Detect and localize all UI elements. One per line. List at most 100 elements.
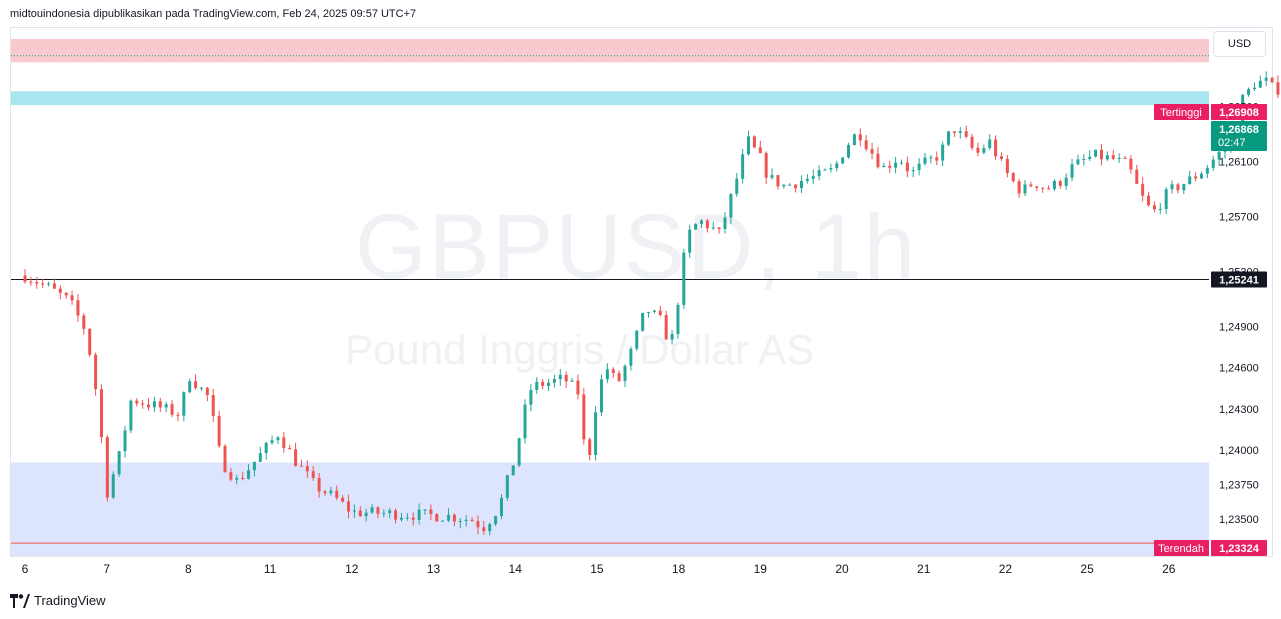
candle-body xyxy=(982,148,986,153)
candle-body xyxy=(705,220,709,229)
candle-body xyxy=(482,527,486,532)
candles xyxy=(23,71,1280,536)
x-tick-label: 14 xyxy=(509,562,523,576)
candle-body xyxy=(623,365,627,381)
candle-body xyxy=(970,136,974,148)
candle-body xyxy=(805,178,809,181)
chart-frame[interactable] xyxy=(10,27,1273,557)
candle-body xyxy=(1164,189,1168,209)
candle-body xyxy=(652,310,656,312)
low-tag-bg xyxy=(1154,540,1209,556)
candle-body xyxy=(923,157,927,164)
candle-body xyxy=(752,136,756,148)
candle-body xyxy=(23,275,27,282)
candle-body xyxy=(205,387,209,396)
candle-body xyxy=(382,513,386,515)
candle-body xyxy=(305,466,309,472)
candle-body xyxy=(641,312,645,331)
candle-body xyxy=(229,472,233,480)
candle-body xyxy=(517,438,521,466)
candle-body xyxy=(135,400,139,404)
high-tag-bg xyxy=(1154,104,1209,120)
candle-body xyxy=(582,394,586,440)
candle-body xyxy=(629,348,633,366)
candle-body xyxy=(1194,176,1198,179)
y-tick-label: 1,26100 xyxy=(1219,156,1259,168)
candle-body xyxy=(888,165,892,168)
candle-body xyxy=(335,490,339,498)
x-tick-label: 18 xyxy=(672,562,686,576)
candle-body xyxy=(235,477,239,480)
candle-body xyxy=(470,519,474,522)
candle-body xyxy=(199,387,203,389)
candle-body xyxy=(311,471,315,478)
candle-body xyxy=(164,404,168,408)
candle-body xyxy=(447,514,451,521)
candle-body xyxy=(947,131,951,145)
x-tick-label: 21 xyxy=(917,562,931,576)
x-tick-label: 22 xyxy=(999,562,1013,576)
y-tick-label: 1,25700 xyxy=(1219,211,1259,223)
candle-body xyxy=(664,315,668,340)
candle-body xyxy=(717,227,721,229)
candle-body xyxy=(547,382,551,386)
candle-body xyxy=(747,136,751,155)
candle-body xyxy=(488,524,492,532)
candle-body xyxy=(452,514,456,522)
candle-body xyxy=(529,389,533,405)
candle-body xyxy=(1076,159,1080,165)
last-price-badge-bg xyxy=(1211,121,1267,151)
candle-body xyxy=(994,139,998,157)
candle-body xyxy=(882,165,886,168)
candle-body xyxy=(823,169,827,171)
candle-body xyxy=(464,519,468,522)
candle-body xyxy=(1141,183,1145,196)
candle-body xyxy=(411,517,415,520)
candle-body xyxy=(658,310,662,316)
currency-button[interactable]: USD xyxy=(1213,31,1266,57)
high-price-badge: 1,26908 xyxy=(1219,107,1259,119)
candle-body xyxy=(605,369,609,380)
candle-body xyxy=(1052,180,1056,190)
candle-body xyxy=(94,354,98,390)
candle-body xyxy=(1188,176,1192,185)
candle-body xyxy=(799,180,803,189)
x-tick-label: 15 xyxy=(590,562,604,576)
candle-body xyxy=(788,184,792,186)
key-level-badge: 1,25241 xyxy=(1219,274,1259,286)
candle-body xyxy=(329,490,333,494)
candle-body xyxy=(1247,89,1251,95)
candle-body xyxy=(241,477,245,479)
candle-body xyxy=(1005,158,1009,174)
candle-body xyxy=(1029,184,1033,187)
candle-body xyxy=(1058,180,1062,186)
candle-body xyxy=(1199,173,1203,179)
candle-body xyxy=(682,252,686,305)
candle-body xyxy=(1182,184,1186,191)
candle-body xyxy=(223,445,227,473)
candle-body xyxy=(252,461,256,471)
candle-body xyxy=(1094,149,1098,157)
candle-body xyxy=(1135,169,1139,184)
candle-body xyxy=(170,404,174,415)
candle-body xyxy=(299,465,303,467)
x-tick-label: 8 xyxy=(185,562,192,576)
candle-body xyxy=(1152,205,1156,210)
x-tick-label: 6 xyxy=(22,562,29,576)
candle-body xyxy=(82,315,86,329)
candle-body xyxy=(694,223,698,230)
candle-body xyxy=(370,507,374,513)
candle-body xyxy=(941,144,945,161)
tradingview-brand[interactable]: TradingView xyxy=(10,593,106,608)
candle-body xyxy=(282,437,286,449)
candle-body xyxy=(505,475,509,498)
candle-body xyxy=(894,162,898,168)
candle-body xyxy=(429,509,433,515)
candle-body xyxy=(364,512,368,517)
candle-body xyxy=(376,507,380,514)
candle-body xyxy=(776,175,780,187)
candle-body xyxy=(570,380,574,382)
key-level-badge-bg xyxy=(1211,271,1267,288)
candle-body xyxy=(899,162,903,164)
